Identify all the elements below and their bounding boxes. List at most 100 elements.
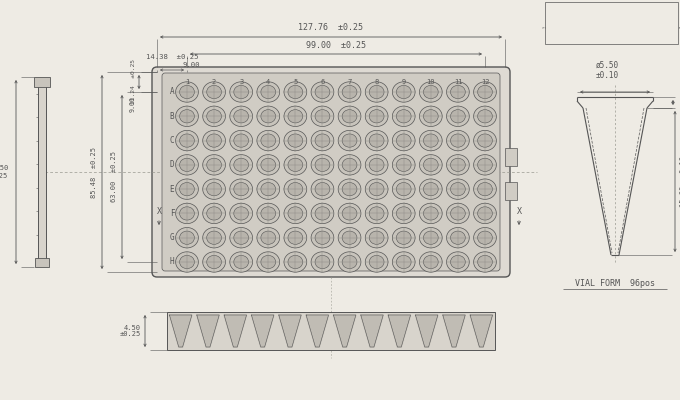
Ellipse shape	[447, 179, 469, 199]
Ellipse shape	[338, 179, 361, 199]
Ellipse shape	[315, 134, 330, 147]
Text: VIAL FORM  96pos: VIAL FORM 96pos	[575, 278, 655, 288]
Ellipse shape	[180, 158, 194, 172]
Ellipse shape	[230, 252, 252, 272]
Ellipse shape	[477, 255, 492, 269]
Ellipse shape	[257, 228, 279, 248]
Ellipse shape	[180, 110, 194, 123]
Ellipse shape	[396, 134, 411, 147]
Ellipse shape	[257, 130, 279, 151]
Ellipse shape	[474, 130, 496, 151]
Ellipse shape	[180, 231, 194, 244]
Ellipse shape	[315, 85, 330, 99]
Ellipse shape	[420, 179, 442, 199]
Ellipse shape	[424, 231, 438, 244]
Text: 3: 3	[239, 79, 243, 85]
Ellipse shape	[365, 106, 388, 126]
Bar	[167, 312, 495, 350]
Text: G: G	[170, 233, 174, 242]
Ellipse shape	[369, 85, 384, 99]
Ellipse shape	[474, 228, 496, 248]
Ellipse shape	[261, 134, 275, 147]
Ellipse shape	[365, 252, 388, 272]
Polygon shape	[279, 315, 301, 347]
Ellipse shape	[234, 231, 249, 244]
Ellipse shape	[451, 182, 465, 196]
Text: 9: 9	[402, 79, 406, 85]
Ellipse shape	[230, 82, 252, 102]
Ellipse shape	[474, 155, 496, 175]
Ellipse shape	[369, 158, 384, 172]
Ellipse shape	[392, 228, 415, 248]
Ellipse shape	[288, 110, 303, 123]
Text: 8: 8	[375, 79, 379, 85]
Ellipse shape	[338, 203, 361, 224]
Ellipse shape	[207, 231, 222, 244]
Text: 9.00: 9.00	[130, 96, 136, 112]
Ellipse shape	[175, 106, 199, 126]
Text: 15.50
±0.25: 15.50 ±0.25	[0, 166, 8, 178]
Text: 9.00: 9.00	[182, 62, 200, 68]
Ellipse shape	[474, 203, 496, 224]
Ellipse shape	[311, 179, 334, 199]
Ellipse shape	[311, 155, 334, 175]
Ellipse shape	[284, 130, 307, 151]
Ellipse shape	[230, 106, 252, 126]
Text: 11.24  ±0.25: 11.24 ±0.25	[131, 60, 136, 104]
Ellipse shape	[284, 82, 307, 102]
Ellipse shape	[447, 252, 469, 272]
Ellipse shape	[420, 106, 442, 126]
Ellipse shape	[257, 106, 279, 126]
Polygon shape	[224, 315, 247, 347]
Ellipse shape	[369, 231, 384, 244]
Ellipse shape	[175, 252, 199, 272]
Ellipse shape	[474, 179, 496, 199]
Polygon shape	[443, 315, 465, 347]
Ellipse shape	[261, 110, 275, 123]
Ellipse shape	[288, 255, 303, 269]
Ellipse shape	[396, 182, 411, 196]
Text: 11: 11	[454, 79, 462, 85]
Ellipse shape	[369, 255, 384, 269]
Ellipse shape	[207, 182, 222, 196]
Ellipse shape	[207, 255, 222, 269]
Ellipse shape	[447, 155, 469, 175]
Ellipse shape	[342, 207, 357, 220]
Text: D: D	[170, 160, 174, 169]
Ellipse shape	[447, 106, 469, 126]
Ellipse shape	[451, 158, 465, 172]
Polygon shape	[169, 315, 192, 347]
Ellipse shape	[369, 110, 384, 123]
Ellipse shape	[342, 134, 357, 147]
Ellipse shape	[234, 255, 249, 269]
Ellipse shape	[261, 158, 275, 172]
Ellipse shape	[451, 134, 465, 147]
Ellipse shape	[451, 255, 465, 269]
Ellipse shape	[474, 252, 496, 272]
Ellipse shape	[424, 85, 438, 99]
Ellipse shape	[288, 231, 303, 244]
Bar	[34, 77, 50, 87]
Text: X: X	[517, 208, 522, 216]
Ellipse shape	[261, 207, 275, 220]
Ellipse shape	[451, 207, 465, 220]
Ellipse shape	[369, 182, 384, 196]
Text: C: C	[170, 136, 174, 145]
Ellipse shape	[180, 134, 194, 147]
Ellipse shape	[396, 158, 411, 172]
Ellipse shape	[284, 179, 307, 199]
Ellipse shape	[261, 231, 275, 244]
Ellipse shape	[451, 231, 465, 244]
Polygon shape	[306, 315, 328, 347]
Ellipse shape	[311, 228, 334, 248]
Polygon shape	[415, 315, 438, 347]
Ellipse shape	[447, 228, 469, 248]
Ellipse shape	[311, 82, 334, 102]
Ellipse shape	[311, 106, 334, 126]
Ellipse shape	[203, 228, 226, 248]
Ellipse shape	[477, 134, 492, 147]
Ellipse shape	[234, 182, 249, 196]
Ellipse shape	[311, 203, 334, 224]
Ellipse shape	[288, 134, 303, 147]
Ellipse shape	[342, 85, 357, 99]
